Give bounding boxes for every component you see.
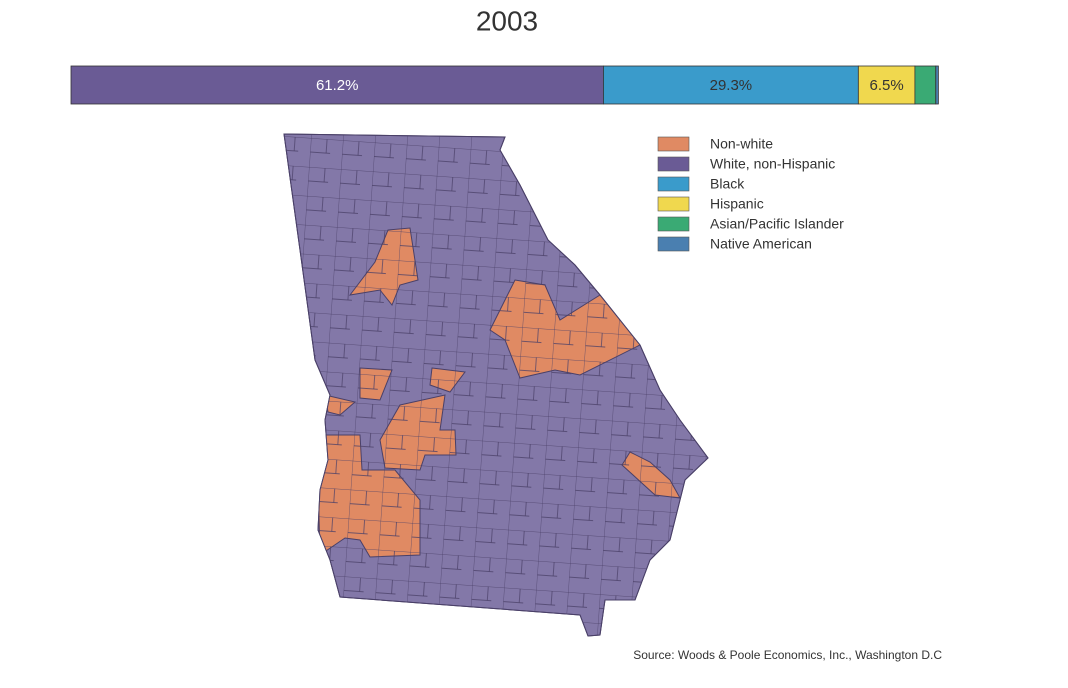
legend-swatch	[657, 216, 690, 232]
legend-swatch	[657, 236, 690, 252]
title: 2003	[476, 5, 538, 36]
legend-swatch	[657, 156, 690, 172]
source: Source: Woods & Poole Economics, Inc., W…	[633, 648, 942, 662]
legend-label: Black	[710, 176, 745, 192]
legend-label: White, non-Hispanic	[710, 156, 835, 172]
legend-label: Native American	[710, 236, 812, 252]
map	[283, 133, 709, 637]
bar-segment	[603, 65, 859, 105]
legend-label: Non-white	[710, 136, 773, 152]
legend-label: Hispanic	[710, 196, 764, 212]
value-label: 6.5%	[870, 77, 904, 94]
legend-label: Asian/Pacific Islander	[710, 216, 844, 232]
legend-swatch	[657, 136, 690, 152]
legend-swatch	[657, 176, 690, 192]
value-label: 29.3%	[710, 77, 753, 94]
bar-segment	[935, 65, 939, 105]
county-borders	[284, 134, 708, 636]
legend: Non-white White, non-Hispanic Black Hispani…	[657, 136, 844, 252]
bar-segment	[857, 65, 916, 105]
bar-segment	[70, 65, 604, 105]
legend-swatch	[657, 196, 690, 212]
stacked-bar: 61.2% 29.3% 6.5%	[70, 65, 939, 105]
value-label: 61.2%	[316, 77, 359, 94]
bar-segment	[914, 65, 937, 105]
